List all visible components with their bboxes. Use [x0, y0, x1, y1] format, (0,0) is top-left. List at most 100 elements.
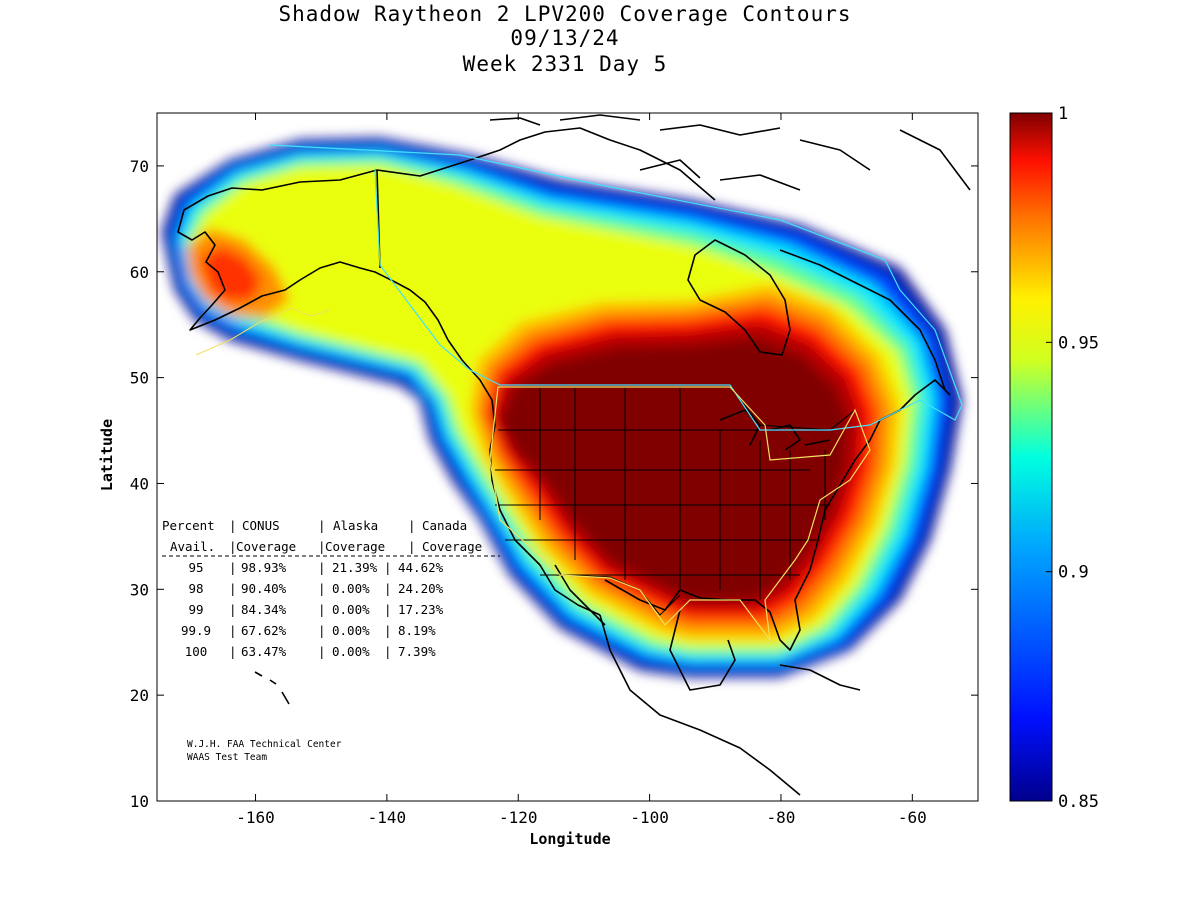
coverage-stats-table: Percent | CONUS | Alaska | Canada Avail.…: [162, 518, 500, 659]
table-rows: 95 | 98.93% | 21.39% | 44.62% 98 | 90.40% | 0.00% | 2…: [181, 560, 444, 659]
row-sep: |: [229, 602, 237, 617]
row-sep: |: [318, 644, 326, 659]
row-percent: 95: [188, 560, 203, 575]
title-line-1: Shadow Raytheon 2 LPV200 Coverage Contou…: [278, 2, 852, 26]
table-sep-2: |: [318, 518, 326, 533]
row-sep: |: [229, 644, 237, 659]
credit-line-2: WAAS Test Team: [187, 752, 267, 763]
row-alaska: 0.00%: [332, 602, 370, 617]
row-percent: 98: [188, 581, 203, 596]
state-lines-horizontal: [495, 429, 830, 576]
table-sep-1: |: [229, 518, 237, 533]
x-axis-label: Longitude: [529, 830, 610, 848]
x-tick-label: -160: [236, 808, 275, 827]
table-header-conus: CONUS: [242, 518, 280, 533]
y-tick-label: 70: [130, 157, 149, 176]
table-header-percent: Percent: [162, 518, 215, 533]
row-canada: 44.62%: [398, 560, 444, 575]
y-tick-label: 10: [130, 792, 149, 811]
canada-service-outline: [269, 144, 963, 431]
colorbar: 1 0.95 0.9 0.85: [1009, 104, 1099, 812]
table-subheader-coverage-conus: Coverage: [236, 539, 296, 554]
row-sep: |: [384, 644, 392, 659]
x-tick-label: -60: [898, 808, 927, 827]
x-tick-label: -120: [499, 808, 538, 827]
hawaii: [254, 671, 290, 705]
mexico-coast: [599, 614, 801, 796]
row-conus: 63.47%: [241, 644, 287, 659]
row-sep: |: [229, 581, 237, 596]
great-lakes: [719, 409, 831, 451]
colorbar-tick-label: 1: [1058, 104, 1068, 124]
row-canada: 8.19%: [398, 623, 436, 638]
alaska-service-outline: [195, 307, 331, 356]
state-lines-vertical: [539, 387, 826, 600]
colorbar-tick-label: 0.9: [1058, 563, 1089, 583]
table-row: 95 | 98.93% | 21.39% | 44.62%: [188, 560, 443, 575]
east-coast: [809, 379, 951, 571]
row-sep: |: [318, 560, 326, 575]
yucatan: [669, 609, 736, 691]
coverage-contours: [162, 138, 962, 677]
table-subheader-avail: Avail.: [170, 539, 215, 554]
row-sep: |: [384, 623, 392, 638]
row-conus: 90.40%: [241, 581, 287, 596]
row-alaska: 0.00%: [332, 581, 370, 596]
y-axis-ticks: 10 20 30 40 50 60 70: [130, 157, 978, 811]
credit-block: W.J.H. FAA Technical Center WAAS Test Te…: [187, 739, 342, 763]
table-row: 99.9 | 67.62% | 0.00% | 8.19%: [181, 623, 436, 638]
credit-line-1: W.J.H. FAA Technical Center: [187, 739, 342, 750]
x-axis-ticks: -160 -140 -120 -100 -80 -60: [236, 113, 927, 827]
table-sep-3: |: [408, 518, 416, 533]
y-tick-label: 40: [130, 474, 149, 493]
x-tick-label: -100: [630, 808, 669, 827]
cuba: [779, 664, 861, 691]
row-alaska: 0.00%: [332, 623, 370, 638]
row-canada: 7.39%: [398, 644, 436, 659]
y-tick-label: 20: [130, 686, 149, 705]
x-tick-label: -140: [368, 808, 407, 827]
table-subheader-coverage-canada: Coverage: [422, 539, 482, 554]
contour-band-maroon: [500, 338, 848, 600]
row-canada: 24.20%: [398, 581, 444, 596]
row-sep: |: [318, 623, 326, 638]
colorbar-tick-label: 0.95: [1058, 333, 1099, 353]
row-alaska: 21.39%: [332, 560, 378, 575]
conus-service-outline: [489, 386, 871, 643]
row-conus: 84.34%: [241, 602, 287, 617]
colorbar-gradient: [1009, 112, 1053, 802]
table-subheader-coverage-alaska: Coverage: [325, 539, 385, 554]
table-sep-5: |: [318, 539, 326, 554]
row-sep: |: [384, 560, 392, 575]
row-percent: 99: [188, 602, 203, 617]
row-conus: 67.62%: [241, 623, 287, 638]
row-sep: |: [384, 581, 392, 596]
row-sep: |: [384, 602, 392, 617]
table-sep-6: |: [408, 539, 416, 554]
contour-alaska-red: [200, 246, 262, 302]
row-sep: |: [229, 623, 237, 638]
table-row: 99 | 84.34% | 0.00% | 17.23%: [188, 602, 443, 617]
row-percent: 100: [185, 644, 208, 659]
canada-north-coast: [376, 127, 716, 201]
arctic-islands: [489, 114, 971, 191]
baja: [554, 564, 606, 626]
coastlines: [177, 114, 971, 796]
table-header-alaska: Alaska: [333, 518, 378, 533]
y-axis-label: Latitude: [98, 419, 116, 491]
hudson-bay: [687, 239, 791, 356]
colorbar-tick-label: 0.85: [1058, 792, 1099, 812]
table-header-canada: Canada: [422, 518, 467, 533]
west-coast: [447, 339, 601, 616]
x-tick-label: -80: [767, 808, 796, 827]
table-row: 100 | 63.47% | 0.00% | 7.39%: [185, 644, 436, 659]
y-tick-label: 50: [130, 369, 149, 388]
title-line-2: 09/13/24: [510, 26, 620, 50]
row-percent: 99.9: [181, 623, 211, 638]
table-sep-4: |: [229, 539, 237, 554]
y-tick-label: 30: [130, 580, 149, 599]
row-sep: |: [318, 581, 326, 596]
table-row: 98 | 90.40% | 0.00% | 24.20%: [188, 581, 443, 596]
alaska-coast: [177, 169, 449, 341]
